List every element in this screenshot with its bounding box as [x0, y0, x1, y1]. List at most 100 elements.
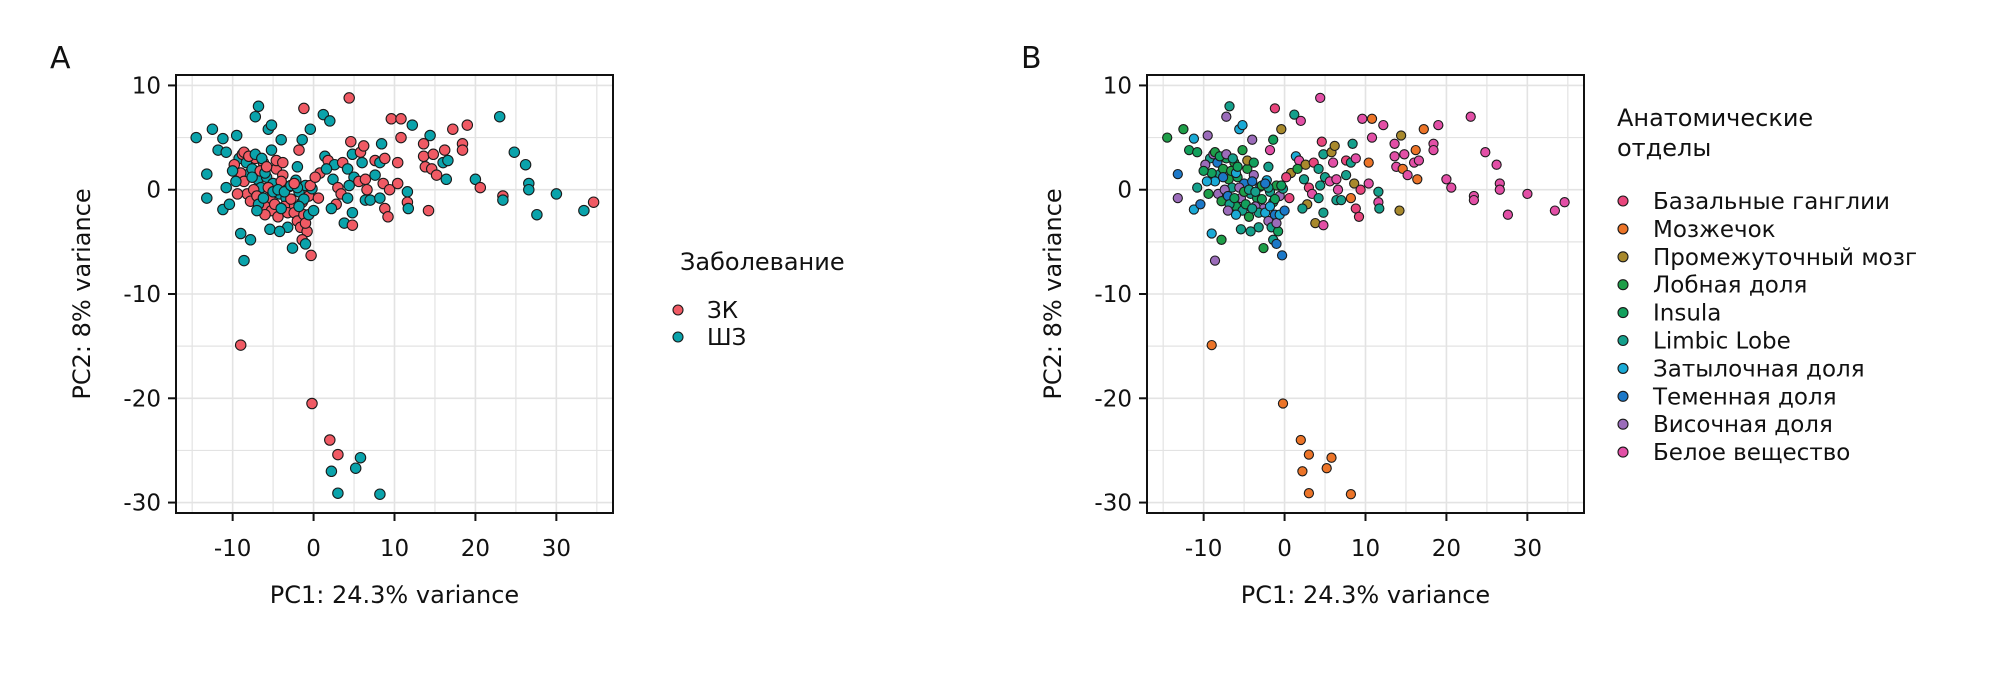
data-point	[234, 339, 247, 351]
data-point	[1271, 238, 1282, 250]
data-point	[1276, 124, 1287, 135]
panel-b: B -10 0 10 20 30 10 0 -10 -20 -30 PC1: 24.3% var…	[1021, 41, 1917, 609]
data-point	[309, 171, 321, 183]
data-point	[1446, 182, 1457, 193]
data-point	[341, 163, 354, 175]
data-point	[1315, 92, 1326, 104]
data-point	[1245, 226, 1256, 237]
data-point	[391, 156, 404, 169]
data-point	[1363, 178, 1374, 189]
x-tick-label: 20	[461, 536, 490, 562]
data-point	[1313, 192, 1324, 204]
data-point	[1297, 466, 1308, 477]
data-point	[220, 181, 232, 194]
legend-label: ЗК	[707, 298, 738, 324]
legend-key	[1617, 195, 1629, 207]
y-axis-title-b: PC2: 8% variance	[1039, 188, 1067, 399]
data-point	[1276, 250, 1288, 261]
data-point	[1250, 186, 1261, 197]
x-tick-label: -10	[1185, 536, 1223, 562]
x-tick-label: 10	[380, 536, 409, 562]
y-tick-label: 10	[1103, 73, 1132, 99]
data-point	[447, 123, 459, 135]
legend-label: Белое вещество	[1653, 440, 1850, 466]
data-point	[1413, 155, 1425, 166]
legend-key	[1617, 418, 1629, 430]
data-point	[1402, 169, 1413, 181]
data-point	[430, 169, 443, 181]
data-point	[1253, 222, 1264, 233]
data-point	[275, 202, 287, 215]
data-point	[275, 133, 287, 146]
y-tick-label: 0	[1117, 178, 1132, 204]
data-point	[312, 192, 325, 204]
data-point	[299, 238, 312, 250]
data-point	[1336, 194, 1347, 206]
data-point	[361, 183, 373, 196]
data-point	[1289, 109, 1300, 120]
data-point	[1276, 180, 1287, 191]
points-b	[1162, 92, 1570, 500]
data-point	[320, 163, 333, 175]
data-point	[1209, 255, 1221, 266]
data-point	[324, 115, 336, 127]
data-point	[550, 188, 563, 200]
data-point	[469, 173, 482, 186]
data-point	[1491, 159, 1502, 170]
data-point	[406, 119, 419, 131]
data-point	[1353, 211, 1365, 222]
data-point	[1295, 115, 1306, 127]
data-point	[364, 194, 376, 206]
legend-title-line-2-b: отделы	[1617, 134, 1711, 162]
data-point	[1399, 149, 1410, 160]
data-point	[325, 465, 338, 478]
data-point	[1332, 184, 1344, 195]
data-point	[523, 183, 535, 196]
data-point	[1321, 463, 1332, 474]
data-point	[257, 192, 270, 204]
data-point	[395, 131, 407, 144]
data-point	[220, 146, 232, 158]
data-point	[497, 194, 509, 206]
data-point	[277, 156, 289, 169]
data-point	[345, 135, 357, 148]
legend-title-line-1-b: Анатомические	[1617, 104, 1813, 132]
data-point	[1235, 224, 1247, 235]
data-point	[1206, 339, 1217, 351]
data-point	[1221, 111, 1232, 122]
x-tick-label: 0	[306, 536, 321, 562]
legend-label: Теменная доля	[1652, 384, 1837, 410]
y-axis-title-a: PC2: 8% variance	[68, 188, 96, 399]
legend-label: Лобная доля	[1653, 273, 1807, 299]
data-point	[1203, 188, 1214, 200]
data-point	[1281, 172, 1292, 183]
x-axis-title-a: PC1: 24.3% variance	[270, 581, 519, 609]
data-point	[461, 119, 474, 131]
data-point	[354, 451, 367, 464]
data-point	[1237, 144, 1248, 156]
data-point	[265, 119, 278, 131]
legend-key	[672, 331, 684, 343]
data-point	[1468, 194, 1480, 206]
panel-label-b: B	[1021, 41, 1042, 76]
data-point	[1347, 138, 1358, 149]
data-point	[343, 179, 355, 192]
data-point	[1373, 186, 1384, 197]
data-point	[1195, 199, 1206, 210]
y-tick-label: -30	[123, 491, 161, 517]
data-point	[1297, 203, 1308, 214]
data-point	[1198, 165, 1209, 177]
data-point	[402, 202, 415, 215]
data-point	[343, 92, 355, 104]
data-point	[1350, 153, 1361, 164]
data-point	[1237, 119, 1248, 131]
data-point	[1355, 184, 1366, 195]
data-point	[1263, 161, 1274, 172]
data-point	[519, 158, 532, 171]
data-point	[1279, 205, 1290, 216]
legend-label: Затылочная доля	[1653, 356, 1865, 382]
legend-key	[1617, 251, 1629, 263]
data-point	[1327, 157, 1339, 168]
